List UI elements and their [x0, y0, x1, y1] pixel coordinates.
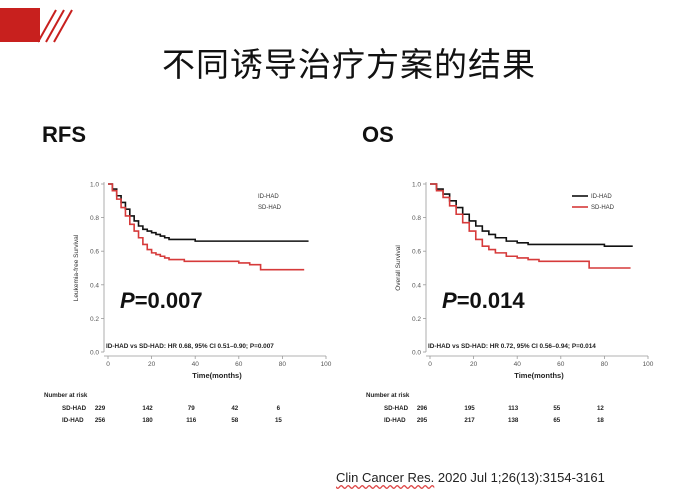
- x-tick-label: 80: [601, 361, 609, 368]
- risk-row-label: ID-HAD: [384, 417, 406, 424]
- risk-row-label: SD-HAD: [384, 405, 409, 412]
- x-tick-label: 0: [106, 361, 110, 368]
- y-axis-title: Overall Survival: [395, 245, 402, 291]
- x-tick-label: 80: [279, 361, 287, 368]
- corner-decoration: [0, 8, 73, 43]
- accent-block: [0, 8, 40, 42]
- risk-count: 142: [142, 405, 153, 412]
- x-tick-label: 60: [557, 361, 565, 368]
- legend-label: ID-HAD: [258, 194, 279, 200]
- x-axis-title: Time(months): [514, 371, 564, 380]
- accent-stripes: [37, 9, 73, 43]
- p-value-text: P=0.014: [442, 288, 525, 313]
- risk-count: 65: [553, 417, 560, 424]
- p-value-text: P=0.007: [120, 288, 203, 313]
- y-tick-label: 0.2: [90, 316, 99, 323]
- risk-count: 296: [417, 405, 428, 412]
- risk-count: 18: [597, 417, 604, 424]
- risk-count: 195: [464, 405, 475, 412]
- risk-count: 6: [277, 405, 281, 412]
- risk-count: 138: [508, 417, 519, 424]
- legend-label: SD-HAD: [258, 205, 282, 211]
- risk-count: 116: [186, 417, 197, 424]
- hazard-ratio-text: ID-HAD vs SD-HAD: HR 0.68, 95% CI 0.51–0…: [106, 343, 274, 350]
- legend-label: SD-HAD: [591, 205, 615, 211]
- y-axis-title: Leukemia-free Survival: [73, 234, 80, 301]
- p-value-number: =0.014: [457, 288, 526, 313]
- rfs-label: RFS: [42, 122, 86, 147]
- risk-row-label: ID-HAD: [62, 417, 84, 424]
- y-tick-label: 0.8: [90, 215, 99, 222]
- risk-count: 256: [95, 417, 106, 424]
- os-label: OS: [362, 122, 394, 147]
- x-tick-label: 20: [470, 361, 478, 368]
- y-tick-label: 0.4: [90, 282, 99, 289]
- hazard-ratio-text: ID-HAD vs SD-HAD: HR 0.72, 95% CI 0.56–0…: [428, 343, 596, 350]
- risk-count: 180: [142, 417, 153, 424]
- y-tick-label: 0.4: [412, 282, 421, 289]
- risk-count: 12: [597, 405, 604, 412]
- p-value-number: =0.007: [135, 288, 203, 313]
- rfs-chart: 0.0 0.2 0.4 0.6 0.8 1.0 0 20 40 60 80 100 Time(month…: [44, 182, 332, 425]
- legend-label: ID-HAD: [591, 194, 612, 200]
- y-tick-label: 1.0: [412, 182, 421, 189]
- y-tick-label: 0.0: [412, 350, 421, 357]
- risk-table-title: Number at risk: [366, 392, 410, 399]
- risk-table-title: Number at risk: [44, 392, 88, 399]
- p-value-symbol: P: [120, 288, 135, 313]
- citation: Clin Cancer Res. 2020 Jul 1;26(13):3154-…: [336, 470, 605, 485]
- x-tick-label: 20: [148, 361, 156, 368]
- x-tick-label: 40: [192, 361, 200, 368]
- y-tick-label: 0.6: [90, 249, 99, 256]
- x-tick-label: 0: [428, 361, 432, 368]
- p-value-symbol: P: [442, 288, 457, 313]
- os-chart: 0.0 0.2 0.4 0.6 0.8 1.0 0 20 40 60 80 100 Time(month…: [366, 182, 654, 425]
- y-tick-label: 0.6: [412, 249, 421, 256]
- risk-count: 217: [464, 417, 475, 424]
- citation-detail: 2020 Jul 1;26(13):3154-3161: [434, 470, 605, 485]
- risk-row-label: SD-HAD: [62, 405, 87, 412]
- x-tick-label: 40: [514, 361, 522, 368]
- x-axis-title: Time(months): [192, 371, 242, 380]
- y-tick-label: 0.0: [90, 350, 99, 357]
- risk-count: 58: [231, 417, 238, 424]
- slide-title: 不同诱导治疗方案的结果: [162, 45, 536, 84]
- series-line-sd-had: [430, 183, 631, 269]
- risk-count: 15: [275, 417, 282, 424]
- y-tick-label: 0.2: [412, 316, 421, 323]
- risk-count: 79: [188, 405, 195, 412]
- y-tick-label: 1.0: [90, 182, 99, 189]
- y-tick-label: 0.8: [412, 215, 421, 222]
- x-tick-label: 60: [235, 361, 243, 368]
- x-tick-label: 100: [321, 361, 332, 368]
- risk-count: 229: [95, 405, 106, 412]
- x-tick-label: 100: [643, 361, 654, 368]
- risk-count: 42: [231, 405, 238, 412]
- series-line-sd-had: [108, 183, 305, 271]
- citation-journal: Clin Cancer Res.: [336, 470, 435, 485]
- risk-count: 295: [417, 417, 428, 424]
- series-line-id-had: [430, 183, 633, 247]
- risk-count: 113: [508, 405, 519, 412]
- risk-count: 55: [553, 405, 560, 412]
